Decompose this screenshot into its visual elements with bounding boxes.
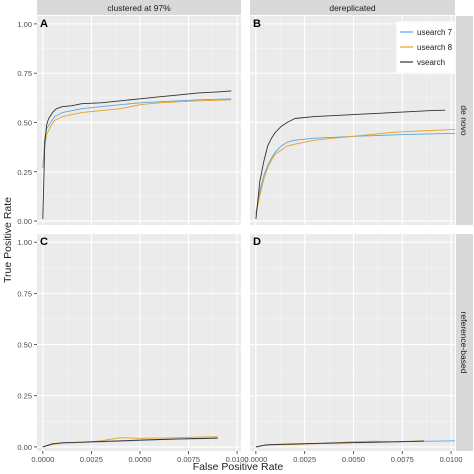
y-tick-label: 0.75	[17, 69, 32, 78]
y-tick-label: 1.00	[17, 238, 32, 247]
y-tick-label: 0.75	[17, 289, 32, 298]
x-tick-label: 0.0025	[293, 455, 316, 464]
series-line-usearch-8	[42, 436, 218, 448]
axes: 0.00 0.25 0.50 0.75 1.00 0.00 0.25 0.50 0.75 1.00…	[17, 20, 462, 464]
column-strip-label: dereplicated	[329, 3, 376, 13]
x-tick-label: 0.0050	[128, 455, 151, 464]
series-line-vsearch	[42, 90, 232, 220]
column-strip	[250, 0, 455, 15]
x-axis-label: False Positive Rate	[193, 461, 284, 473]
row-strip	[456, 234, 473, 451]
row-strip-label: de novo	[459, 105, 469, 136]
legend-label: vsearch	[417, 58, 445, 67]
y-tick-label: 0.25	[17, 168, 32, 177]
y-tick-label: 1.00	[17, 20, 32, 29]
panel-tag: B	[253, 18, 261, 30]
panel-background	[250, 234, 455, 451]
x-tick-label: 0.0025	[80, 455, 103, 464]
series-line-vsearch	[42, 437, 218, 448]
series-line-usearch-8	[42, 99, 232, 168]
x-tick-label: 0.0075	[177, 455, 200, 464]
series-line-usearch-7	[255, 132, 456, 214]
series-line-usearch-7	[42, 98, 232, 168]
x-tick-label: 0.0050	[342, 455, 365, 464]
panel-background	[37, 16, 241, 225]
row-strip-label: reference-based	[459, 312, 469, 374]
x-tick-label: 0.0000	[31, 455, 54, 464]
y-tick-label: 0.50	[17, 118, 32, 127]
x-tick-label: 0.0100	[440, 455, 463, 464]
panels: A B C D	[37, 16, 456, 451]
x-tick-label: 0.0075	[391, 455, 414, 464]
panel-c: C	[37, 234, 241, 451]
y-tick-label: 0.25	[17, 392, 32, 401]
panel-tag: C	[40, 236, 48, 248]
x-tick-label: 0.0000	[244, 455, 267, 464]
facet-strips: clustered at 97% dereplicated de novo refer…	[37, 0, 473, 451]
legend: usearch 7 usearch 8 vsearch	[396, 21, 455, 73]
panel-a: A	[37, 16, 241, 225]
y-tick-label: 0.00	[17, 217, 32, 226]
column-strip-label: clustered at 97%	[107, 3, 171, 13]
panel-tag: A	[40, 18, 48, 30]
series-line-usearch-8	[255, 128, 456, 216]
y-axis-label: True Positive Rate	[2, 197, 14, 283]
y-tick-label: 0.00	[17, 443, 32, 452]
legend-label: usearch 8	[417, 43, 453, 52]
legend-label: usearch 7	[417, 28, 453, 37]
row-strip	[456, 16, 473, 225]
panel-tag: D	[253, 236, 261, 248]
series-line-vsearch	[255, 440, 424, 448]
panel-background	[37, 234, 241, 451]
column-strip	[37, 0, 241, 15]
x-tick-label: 0.0100	[226, 455, 249, 464]
panel-d: D	[250, 234, 456, 451]
y-tick-label: 0.50	[17, 341, 32, 350]
series-line-vsearch	[255, 109, 446, 220]
